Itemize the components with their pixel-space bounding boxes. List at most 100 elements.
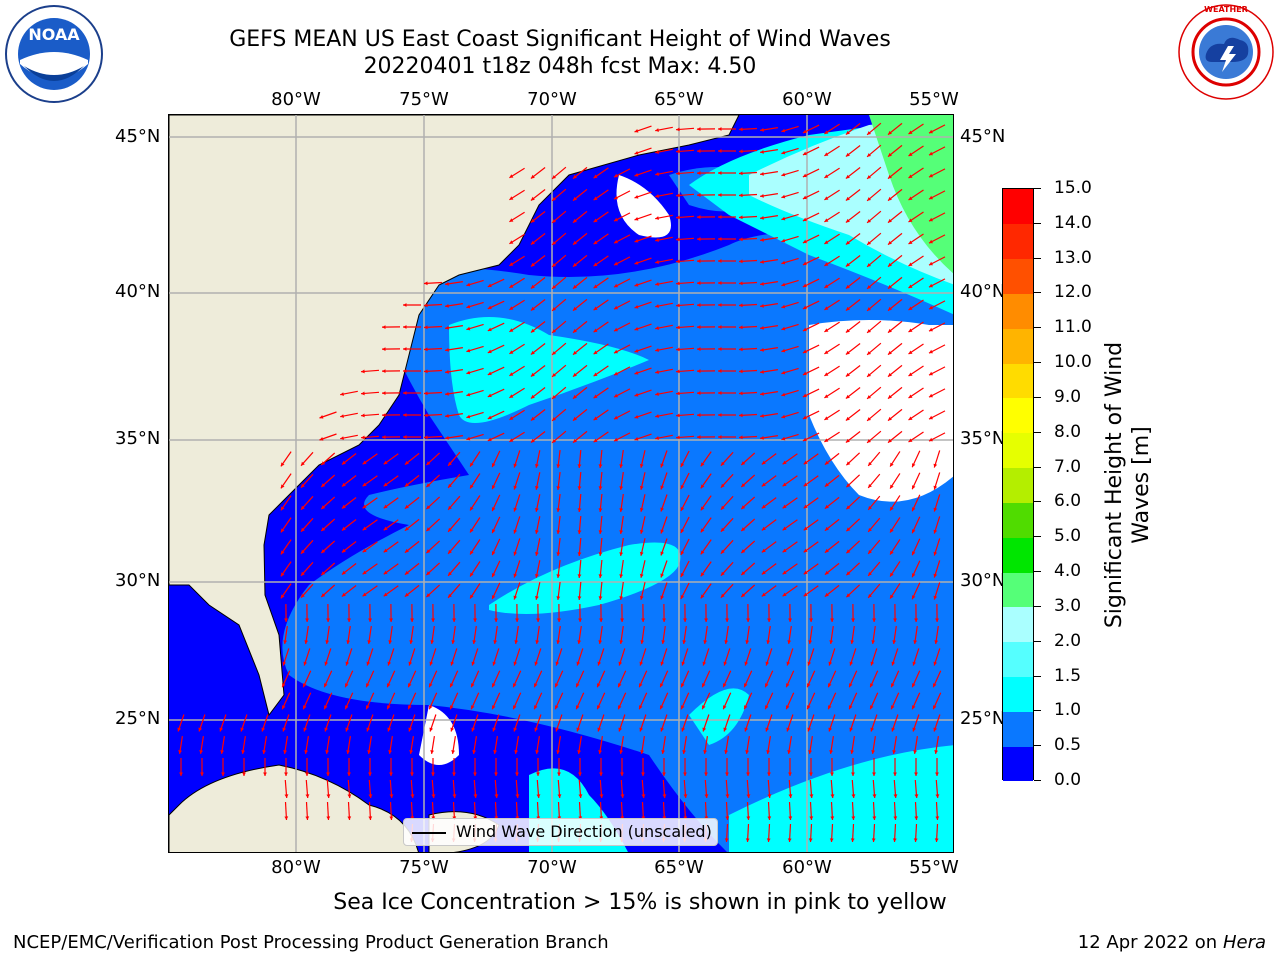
wind-arrow-head [908, 240, 913, 244]
wind-arrow-head [366, 727, 371, 732]
wind-arrow-head [890, 572, 894, 577]
wind-arrow-head [429, 683, 433, 688]
wind-arrow-head [914, 816, 919, 820]
wind-arrow-head [634, 349, 639, 353]
colorbar-tick [1034, 675, 1041, 677]
wind-arrow-head [345, 661, 350, 666]
wind-arrow-head [846, 593, 851, 598]
wind-arrow-head [326, 816, 331, 820]
wind-arrow-head [431, 772, 435, 776]
wind-arrow-head [871, 750, 875, 754]
wind-arrow-head [445, 282, 449, 286]
wind-arrow-head [802, 371, 807, 376]
wind-arrow-head [556, 464, 561, 468]
wind-arrow-head [892, 838, 897, 842]
wind-arrow-head [556, 530, 561, 534]
colorbar-tick [1034, 327, 1041, 329]
wind-arrow-head [935, 816, 940, 820]
wind-arrow-head [614, 217, 618, 222]
wind-arrow-head [410, 618, 414, 622]
wind-arrow-head [513, 683, 517, 688]
wind-arrow-head [445, 436, 449, 440]
colorbar-segment [1003, 293, 1033, 329]
wind-arrow-head [598, 486, 603, 490]
wind-arrow-head [530, 218, 535, 223]
wind-arrow-head [283, 640, 288, 644]
wind-arrow-head [341, 504, 346, 509]
wind-arrow-head [935, 794, 940, 798]
wind-arrow-head [720, 549, 725, 554]
wind-arrow-head [593, 218, 598, 223]
wind-arrow-head [513, 507, 518, 512]
map-panel[interactable] [168, 114, 954, 853]
wind-arrow-head [739, 303, 743, 308]
wind-arrow-head [487, 283, 492, 288]
wind-arrow-head [319, 415, 324, 419]
wind-arrow-head [760, 304, 764, 308]
wind-arrow-head [808, 838, 813, 842]
wind-arrow-head [404, 570, 409, 575]
wind-arrow-head [803, 592, 808, 597]
wind-arrow-head [867, 241, 871, 245]
colorbar [1002, 188, 1034, 782]
wind-arrow-head [720, 593, 725, 598]
wind-arrow-head [890, 506, 894, 511]
wind-arrow-head [680, 485, 685, 489]
wind-arrow-head [429, 661, 434, 666]
wind-arrow-head [578, 618, 582, 622]
wind-arrow-head [908, 350, 913, 354]
lon-label-top: 70°W [527, 89, 577, 110]
wind-arrow-head [845, 394, 850, 399]
wind-arrow-head [530, 284, 535, 289]
wind-arrow-head [431, 618, 435, 622]
wind-arrow-head [655, 282, 659, 286]
wind-arrow-head [515, 618, 519, 622]
wind-arrow-head [824, 504, 829, 509]
wind-arrow-head [807, 705, 811, 710]
wind-arrow-head [450, 683, 454, 688]
colorbar-tick [1034, 222, 1041, 224]
colorbar-segment [1003, 572, 1033, 608]
wind-arrow-head [614, 305, 618, 310]
wind-arrow-head [409, 750, 413, 754]
wind-arrow-head [383, 504, 388, 509]
wind-arrow-head [429, 705, 433, 710]
wind-arrow-head [347, 618, 351, 622]
wind-arrow-head [739, 391, 743, 396]
wind-arrow-head [557, 794, 562, 798]
colorbar-tick [1034, 292, 1041, 294]
wind-arrow-head [929, 129, 933, 134]
wind-arrow-head [404, 482, 409, 487]
wind-arrow-head [908, 328, 913, 332]
wind-arrow-head [555, 727, 560, 732]
colorbar-tick-label: 2.0 [1054, 630, 1082, 651]
wind-arrow-head [802, 305, 807, 310]
wind-arrow-head [324, 727, 329, 732]
wind-arrow-head [718, 237, 722, 241]
wind-arrow-head [682, 750, 686, 754]
wind-arrow-head [718, 149, 722, 153]
wind-arrow-head [824, 152, 829, 156]
wind-arrow-head [424, 413, 428, 418]
lat-label-left: 35°N [115, 428, 161, 449]
wind-arrow-head [341, 482, 346, 487]
wind-arrow-head [824, 526, 829, 531]
wind-arrow-head [466, 326, 471, 331]
wind-arrow-head [220, 750, 224, 754]
wind-arrow-head [362, 570, 367, 575]
wind-arrow-head [452, 618, 456, 622]
wind-arrow-head [410, 772, 414, 776]
wind-arrow-head [908, 196, 913, 200]
wind-arrow-head [221, 772, 225, 776]
wind-arrow-head [760, 216, 764, 220]
wind-arrow-head [868, 462, 872, 466]
wind-arrow-head [556, 574, 561, 578]
wind-arrow-head [786, 683, 790, 688]
wind-arrow-head [893, 772, 897, 776]
wind-arrow-head [362, 460, 367, 465]
wind-arrow-head [614, 239, 618, 244]
wind-arrow-head [634, 239, 639, 243]
wind-arrow-head [403, 303, 407, 307]
wind-arrow-head [929, 283, 933, 288]
wind-arrow-head [660, 507, 664, 512]
